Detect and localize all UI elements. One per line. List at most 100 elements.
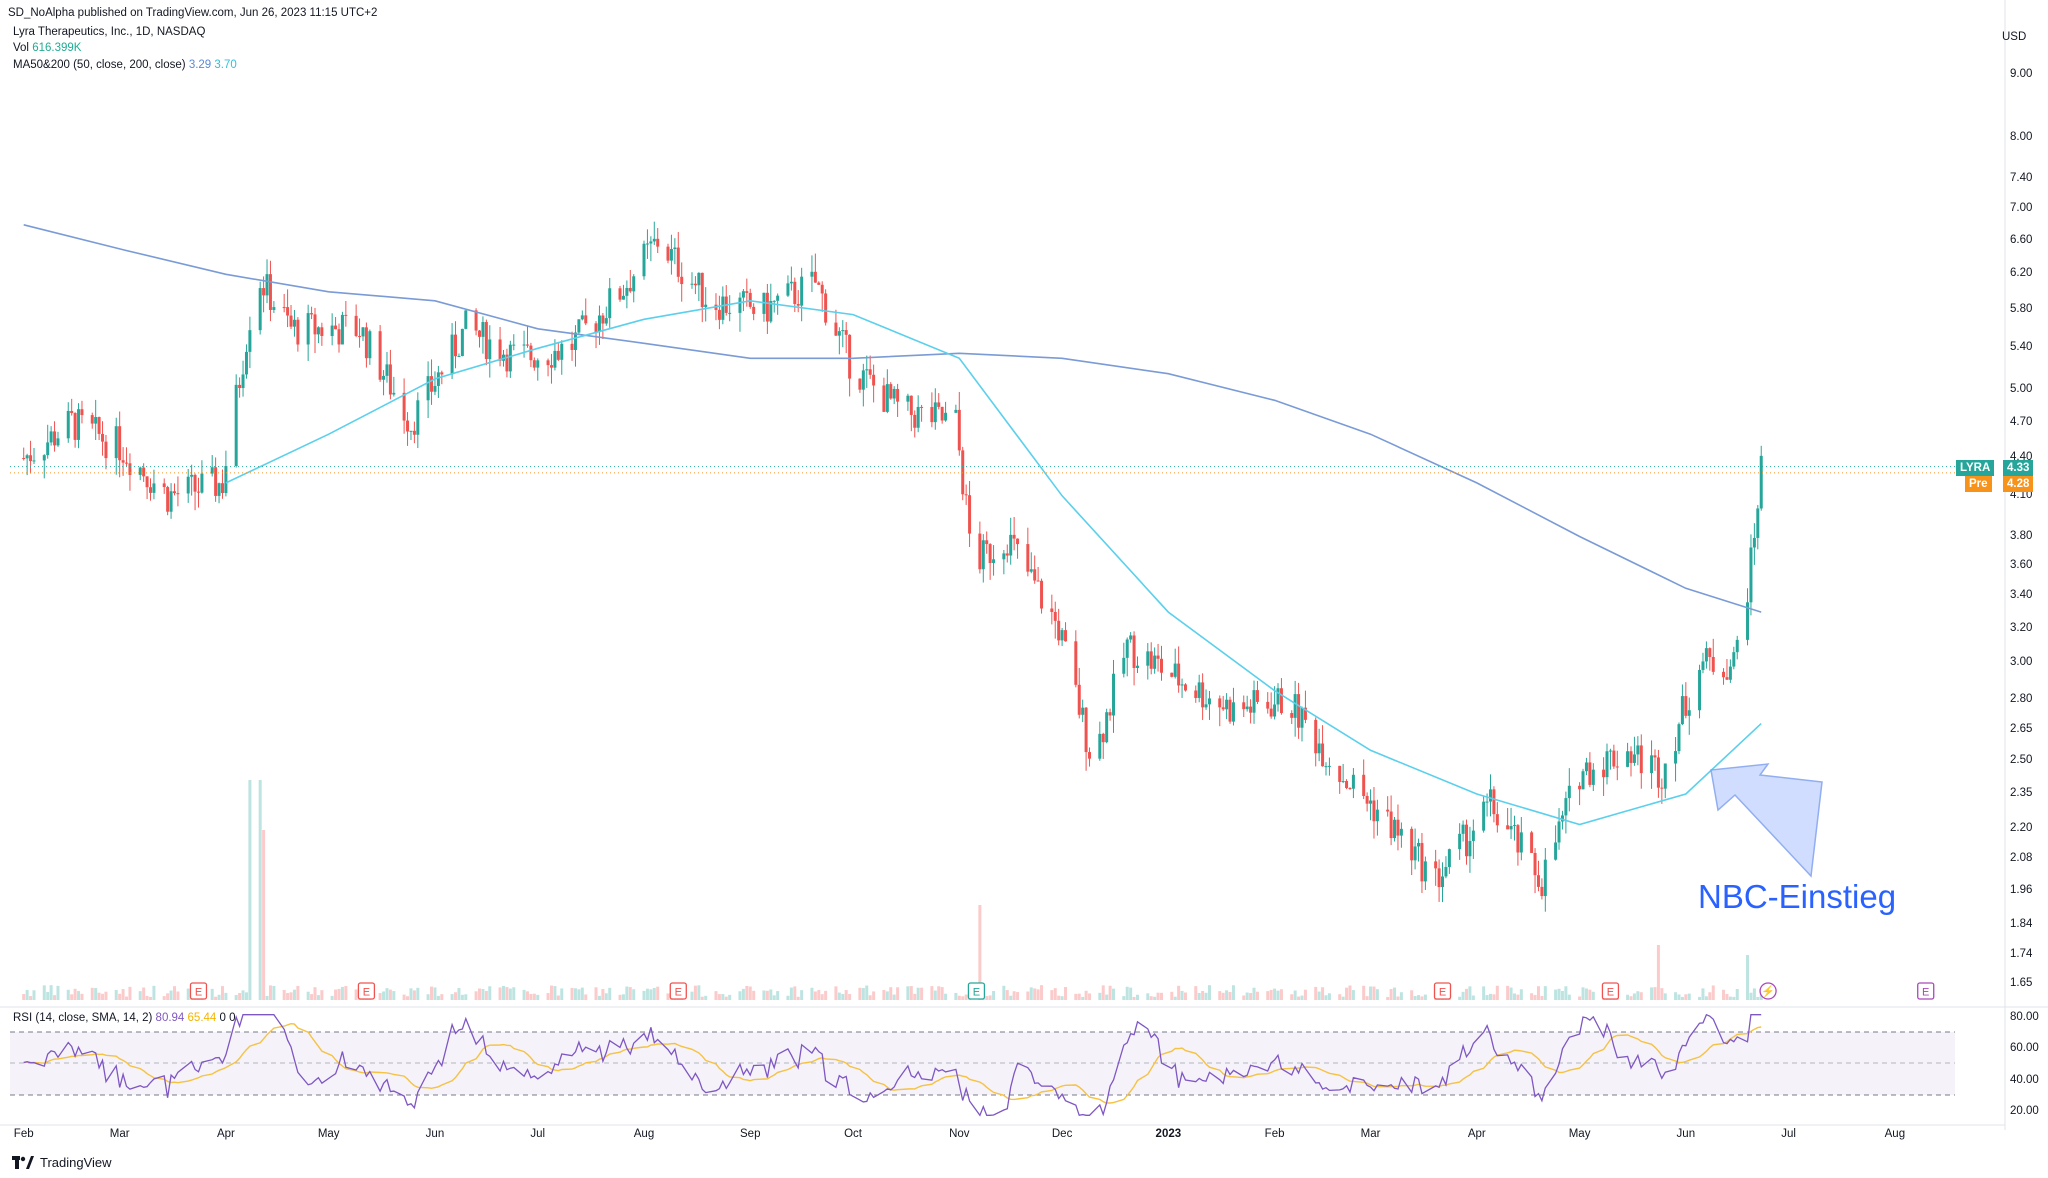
candle-body xyxy=(361,327,365,337)
candle-body xyxy=(1327,765,1331,767)
candle-body xyxy=(1749,547,1753,603)
volume-bar xyxy=(1540,996,1544,1000)
candle-body xyxy=(892,388,896,399)
candle-body xyxy=(1084,707,1088,753)
candle-body xyxy=(858,378,862,390)
candle-body xyxy=(1255,690,1259,702)
candle-body xyxy=(741,291,745,298)
volume-bar xyxy=(1536,986,1540,1000)
candle-body xyxy=(992,559,996,564)
volume-bar xyxy=(1297,996,1301,1000)
footer-brand[interactable]: TradingView xyxy=(12,1155,112,1170)
volume-bar xyxy=(1002,985,1006,1000)
volume-bar xyxy=(937,986,941,1000)
candle-body xyxy=(286,307,290,316)
volume-bar xyxy=(1266,991,1270,1000)
volume-bar xyxy=(621,994,625,1000)
earnings-event-icon[interactable]: E xyxy=(1601,982,1620,1000)
candle-body xyxy=(1345,781,1349,789)
candle-body xyxy=(1746,602,1750,640)
volume-bar xyxy=(1348,985,1352,1000)
candle-body xyxy=(1088,752,1092,759)
candle-body xyxy=(498,339,502,361)
candle-body xyxy=(1225,699,1229,710)
candle-body xyxy=(1560,815,1564,822)
candle-body xyxy=(1146,651,1150,666)
volume-bar xyxy=(80,993,84,1000)
volume-bar xyxy=(529,993,533,1000)
candle-body xyxy=(1228,699,1232,722)
price-tick-label: 3.80 xyxy=(2010,529,2033,542)
volume-bar xyxy=(1375,989,1379,1000)
candle-body xyxy=(1516,825,1520,853)
candle-body xyxy=(382,375,386,380)
earnings-event-icon[interactable]: E xyxy=(1433,982,1452,1000)
volume-bar xyxy=(265,995,269,1000)
volume-bar xyxy=(53,995,57,1000)
candle-body xyxy=(628,287,632,292)
annotation-arrow xyxy=(1710,763,1823,878)
volume-bar xyxy=(954,992,958,1000)
volume-bar xyxy=(454,992,458,1000)
earnings-event-icon[interactable]: E xyxy=(669,982,687,1000)
candle-body xyxy=(1465,824,1469,857)
volume-bar xyxy=(310,994,314,1000)
candle-body xyxy=(1608,750,1612,752)
volume-bar xyxy=(121,989,125,1000)
candle-body xyxy=(810,271,814,277)
volume-bar xyxy=(1136,994,1140,1000)
price-tick-label: 2.35 xyxy=(2010,787,2033,800)
volume-bar xyxy=(1581,987,1585,1000)
volume-bar xyxy=(1033,988,1037,1000)
candle-body xyxy=(1584,762,1588,772)
volume-bar xyxy=(889,987,893,1000)
volume-bar xyxy=(1519,989,1523,1000)
candle-body xyxy=(97,417,101,434)
earnings-event-icon[interactable]: E xyxy=(967,982,986,1000)
candle-body xyxy=(508,344,512,372)
candle-body xyxy=(22,457,26,459)
volume-bar xyxy=(906,986,910,1000)
candle-body xyxy=(1053,611,1057,621)
volume-bar xyxy=(1728,996,1732,1000)
candle-body xyxy=(402,392,406,421)
candle-body xyxy=(244,351,248,375)
candle-body xyxy=(1122,657,1126,674)
volume-bar xyxy=(464,994,468,1000)
candle-body xyxy=(933,402,937,423)
candle-body xyxy=(1266,701,1270,709)
earnings-event-icon[interactable]: E xyxy=(1917,982,1935,1000)
volume-bar xyxy=(1386,996,1390,1000)
candle-body xyxy=(313,314,317,335)
volume-bar xyxy=(553,986,557,1000)
volume-bar xyxy=(885,991,889,1000)
candle-body xyxy=(433,385,437,392)
candle-body xyxy=(817,282,821,285)
candle-body xyxy=(478,330,482,337)
price-tick-label: 3.20 xyxy=(2010,621,2033,634)
volume-bar xyxy=(1177,985,1181,1000)
candle-body xyxy=(968,495,972,534)
candle-body xyxy=(1588,762,1592,785)
candle-body xyxy=(1112,673,1116,716)
volume-bar xyxy=(1393,987,1397,1000)
volume-bar xyxy=(172,986,176,1000)
candle-body xyxy=(430,376,434,392)
candle-body xyxy=(656,238,660,247)
earnings-event-icon[interactable]: E xyxy=(357,982,376,1000)
candle-body xyxy=(101,433,105,442)
candle-body xyxy=(193,474,197,492)
candle-body xyxy=(1530,832,1534,853)
volume-bar xyxy=(1064,987,1068,1000)
volume-bar xyxy=(1509,987,1513,1000)
volume-bar xyxy=(837,992,841,1000)
candle-body xyxy=(450,334,454,375)
candle-body xyxy=(1136,665,1140,668)
lightning-icon[interactable]: ⚡ xyxy=(1759,982,1777,1000)
volume-bar xyxy=(1567,994,1571,1000)
volume-bar xyxy=(478,988,482,1000)
candle-body xyxy=(457,355,461,357)
volume-bar xyxy=(1060,996,1064,1000)
earnings-event-icon[interactable]: E xyxy=(189,982,208,1000)
